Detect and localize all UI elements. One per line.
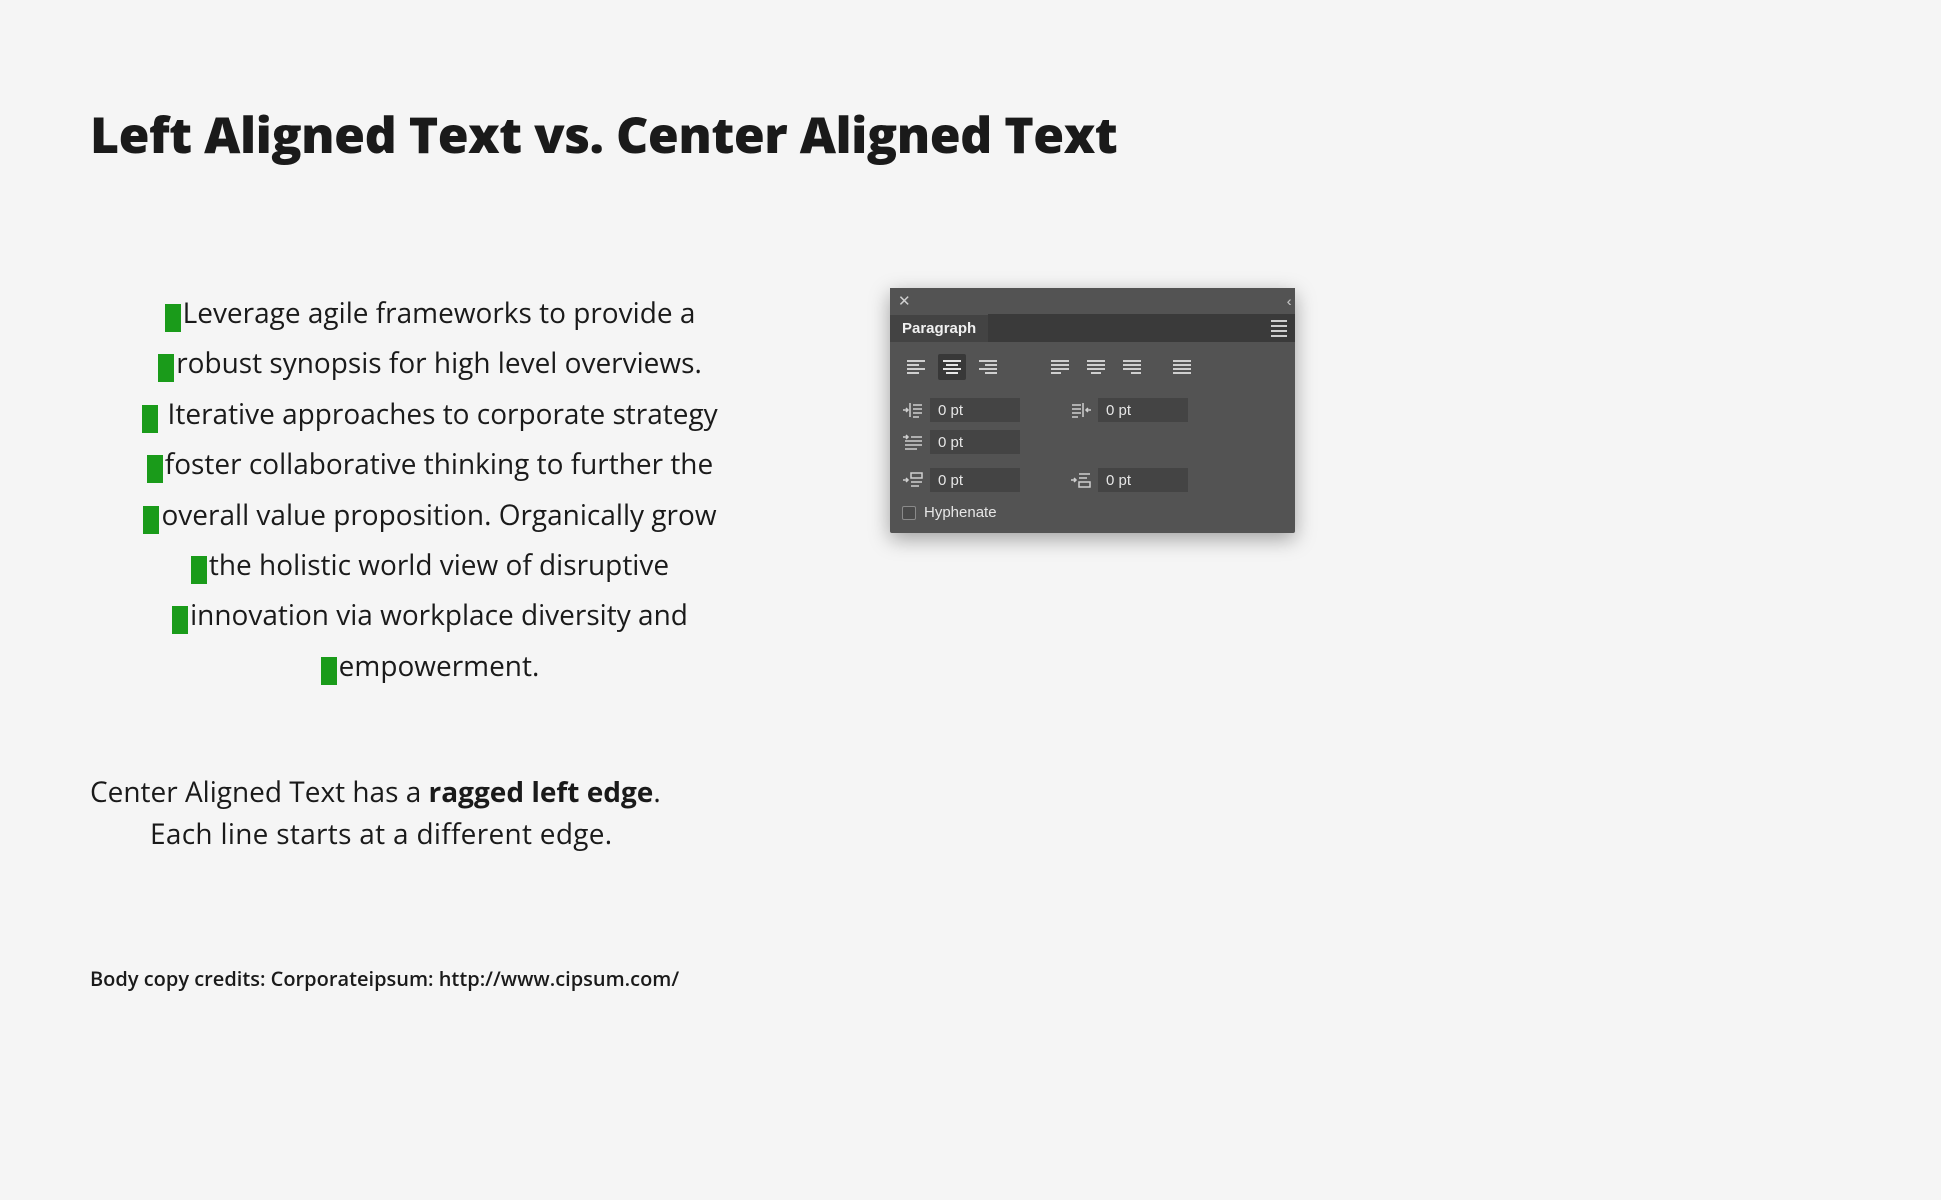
example-line: empowerment.	[339, 647, 540, 685]
indent-right-input[interactable]	[1098, 398, 1188, 422]
align-left-button[interactable]	[902, 354, 930, 380]
space-after-icon	[1070, 471, 1092, 489]
indent-right-icon	[1070, 401, 1092, 419]
example-line: the holistic world view of disruptive	[209, 546, 669, 584]
hyphenate-row: Hyphenate	[902, 504, 1283, 521]
description-text: Center Aligned Text has a ragged left ed…	[90, 771, 770, 855]
edge-marker-icon	[147, 455, 163, 483]
panel-header: ✕ ‹‹	[890, 288, 1295, 314]
justify-last-right-icon	[1123, 360, 1141, 374]
close-icon[interactable]: ✕	[898, 294, 911, 309]
space-after-field	[1070, 468, 1188, 492]
page-title: Left Aligned Text vs. Center Aligned Tex…	[90, 100, 1851, 168]
example-line: overall value proposition. Organically g…	[161, 496, 716, 534]
align-center-button[interactable]	[938, 354, 966, 380]
centered-example-paragraph: Leverage agile frameworks to provide a r…	[90, 288, 770, 691]
panel-column: ✕ ‹‹ Paragraph	[890, 288, 1295, 992]
space-before-field	[902, 468, 1020, 492]
example-line: innovation via workplace diversity and	[190, 596, 688, 634]
example-column: Leverage agile frameworks to provide a r…	[90, 288, 770, 992]
edge-marker-icon	[191, 556, 207, 584]
hyphenate-checkbox[interactable]	[902, 506, 916, 520]
indent-right-field	[1070, 398, 1188, 422]
hyphenate-label: Hyphenate	[924, 504, 997, 521]
first-line-indent-icon	[902, 433, 924, 451]
desc-line1-suffix: .	[653, 773, 660, 811]
space-after-input[interactable]	[1098, 468, 1188, 492]
align-right-icon	[979, 360, 997, 374]
tabbar-rest	[988, 314, 1295, 342]
indent-left-input[interactable]	[930, 398, 1020, 422]
align-left-icon	[907, 360, 925, 374]
example-line: robust synopsis for high level overviews…	[176, 344, 702, 382]
justify-last-center-icon	[1087, 360, 1105, 374]
example-line: Leverage agile frameworks to provide a	[183, 294, 696, 332]
justify-all-button[interactable]	[1168, 354, 1196, 380]
first-line-field	[902, 430, 1020, 454]
panel-tabbar: Paragraph	[890, 314, 1295, 342]
paragraph-panel: ✕ ‹‹ Paragraph	[890, 288, 1295, 533]
edge-marker-icon	[165, 304, 181, 332]
justify-last-left-icon	[1051, 360, 1069, 374]
indent-left-field	[902, 398, 1020, 422]
indent-left-icon	[902, 401, 924, 419]
align-center-icon	[943, 360, 961, 374]
desc-line1-bold: ragged left edge	[429, 773, 654, 811]
space-before-input[interactable]	[930, 468, 1020, 492]
alignment-row	[902, 354, 1283, 380]
desc-line1-prefix: Center Aligned Text has a	[90, 773, 429, 811]
edge-marker-icon	[142, 405, 158, 433]
justify-last-left-button[interactable]	[1046, 354, 1074, 380]
paragraph-tab[interactable]: Paragraph	[890, 315, 988, 342]
edge-marker-icon	[143, 506, 159, 534]
credits-text: Body copy credits: Corporateipsum: http:…	[90, 965, 770, 992]
space-before-icon	[902, 471, 924, 489]
edge-marker-icon	[158, 354, 174, 382]
edge-marker-icon	[321, 657, 337, 685]
first-line-input[interactable]	[930, 430, 1020, 454]
example-line: Iterative approaches to corporate strate…	[160, 395, 717, 433]
panel-menu-icon[interactable]	[1271, 320, 1287, 337]
panel-body: Hyphenate	[890, 342, 1295, 521]
example-line: foster collaborative thinking to further…	[165, 445, 713, 483]
desc-line2: Each line starts at a different edge.	[90, 813, 770, 855]
align-right-button[interactable]	[974, 354, 1002, 380]
justify-all-icon	[1173, 360, 1191, 374]
justify-last-right-button[interactable]	[1118, 354, 1146, 380]
edge-marker-icon	[172, 606, 188, 634]
justify-last-center-button[interactable]	[1082, 354, 1110, 380]
